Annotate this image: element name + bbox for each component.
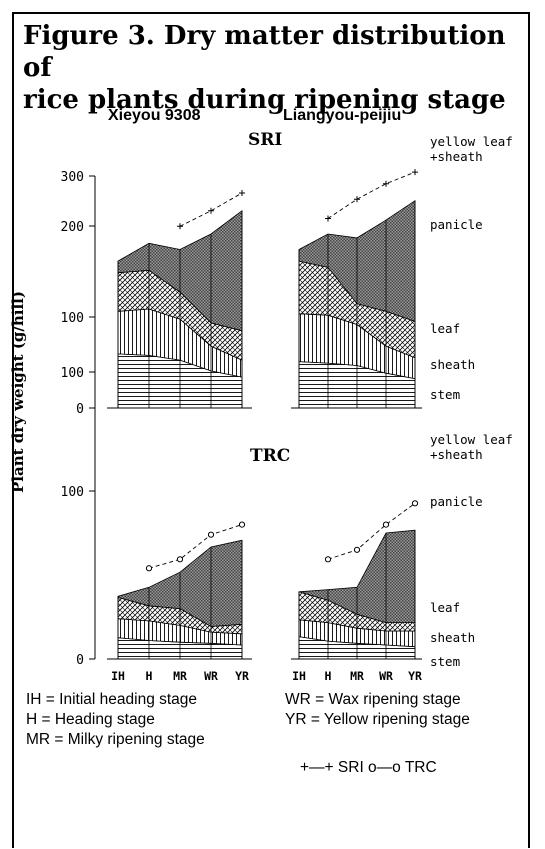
series-point bbox=[238, 521, 246, 528]
series-point bbox=[207, 531, 215, 538]
series-line-yellow-leaf bbox=[148, 524, 243, 569]
y-tick-label: 0 bbox=[76, 653, 84, 668]
component-label: stem bbox=[430, 387, 460, 402]
legend-h: H = Heading stage bbox=[26, 711, 155, 728]
y-tick-label: 300 bbox=[61, 170, 84, 185]
variety-label: Xieyou 9308 bbox=[108, 107, 201, 124]
x-tick-label: WR bbox=[204, 669, 218, 683]
component-label: leaf bbox=[430, 600, 460, 615]
panel-title-sri: SRI bbox=[248, 130, 282, 150]
series-line-yellow-leaf bbox=[327, 171, 416, 219]
series-point bbox=[176, 556, 184, 563]
component-label: panicle bbox=[430, 217, 483, 232]
component-label: sheath bbox=[430, 630, 475, 645]
component-label: yellow leaf bbox=[430, 134, 513, 149]
legend-mr: MR = Milky ripening stage bbox=[26, 731, 205, 748]
series-point bbox=[145, 565, 153, 572]
series-point bbox=[354, 196, 360, 203]
x-tick-label: YR bbox=[408, 669, 422, 683]
title-line-1: Figure 3. Dry matter distribution of bbox=[23, 21, 506, 83]
y-tick-label: 100 bbox=[61, 311, 84, 326]
legend-ih: IH = Initial heading stage bbox=[26, 691, 198, 708]
x-tick-label: YR bbox=[235, 669, 249, 683]
x-tick-label: MR bbox=[350, 669, 364, 683]
series-point bbox=[324, 556, 332, 563]
y-tick-label: 100 bbox=[61, 366, 84, 381]
legend-yr: YR = Yellow ripening stage bbox=[285, 711, 470, 728]
x-tick-label: IH bbox=[111, 669, 125, 683]
component-label: sheath bbox=[430, 357, 475, 372]
figure-title: Figure 3. Dry matter distribution of ric… bbox=[23, 20, 523, 116]
figure-frame bbox=[12, 12, 530, 848]
series-point bbox=[382, 521, 390, 528]
series-point bbox=[383, 180, 389, 187]
series-point bbox=[353, 546, 361, 553]
legend-wr: WR = Wax ripening stage bbox=[285, 691, 461, 708]
y-tick-label: 100 bbox=[61, 485, 84, 500]
series-point bbox=[325, 215, 331, 222]
component-label: +sheath bbox=[430, 447, 483, 462]
y-tick-label: 200 bbox=[61, 220, 84, 235]
component-label: stem bbox=[430, 654, 460, 669]
component-label: leaf bbox=[430, 321, 460, 336]
x-tick-label: WR bbox=[379, 669, 393, 683]
variety-label: Liangyou-peijiu bbox=[283, 107, 401, 124]
x-tick-label: MR bbox=[173, 669, 187, 683]
panel-title-trc: TRC bbox=[250, 446, 290, 466]
x-tick-label: H bbox=[146, 669, 153, 683]
series-line-yellow-leaf bbox=[179, 192, 243, 227]
legend-markers: +—+ SRI o—o TRC bbox=[300, 759, 437, 776]
series-point bbox=[411, 500, 419, 507]
series-point bbox=[239, 190, 245, 197]
component-label: panicle bbox=[430, 494, 483, 509]
title-line-2: rice plants during ripening stage bbox=[23, 85, 506, 115]
series-point bbox=[412, 169, 418, 176]
series-point bbox=[177, 223, 183, 230]
component-label: yellow leaf bbox=[430, 432, 513, 447]
series-point bbox=[208, 207, 214, 214]
x-tick-label: H bbox=[325, 669, 332, 683]
y-axis-label: Plant dry weight (g/hill) bbox=[9, 291, 27, 493]
component-label: +sheath bbox=[430, 149, 483, 164]
series-line-yellow-leaf bbox=[327, 502, 416, 560]
y-tick-label: 0 bbox=[76, 402, 84, 417]
x-tick-label: IH bbox=[292, 669, 306, 683]
